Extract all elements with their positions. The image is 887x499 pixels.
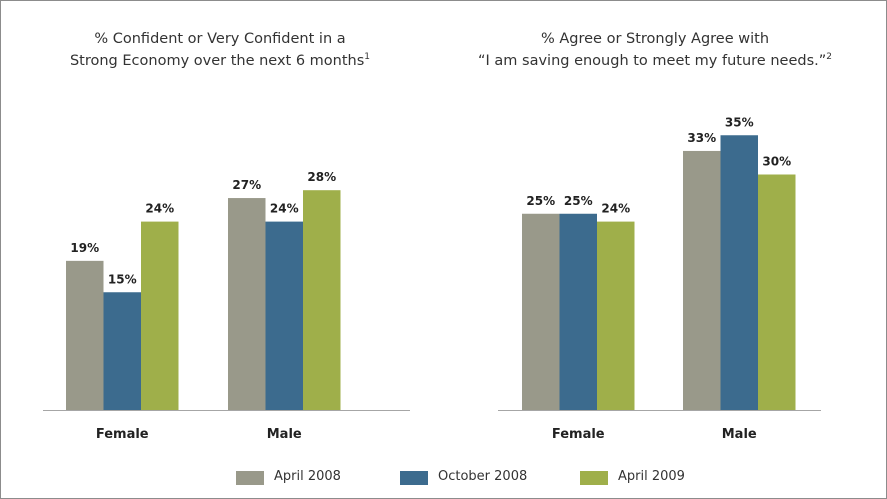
chart-title-line-2: “I am saving enough to meet my future ne… [455,50,855,72]
x-tick-label: Male [722,427,757,442]
bar-female-april-2009 [597,221,635,410]
legend-item-october-2008: October 2008 [400,468,560,488]
chart-panel-2: 25% 25% 24% Female 33% 35% 30% Male [498,115,821,442]
legend-swatch-october-2008 [400,471,428,485]
bar-male-october-2008 [720,135,758,410]
data-label: 15% [108,272,137,286]
legend-swatch-april-2009 [580,471,608,485]
legend-label: October 2008 [438,469,528,484]
chart-panel-1: 19% 15% 24% Female 27% 24% 28% Male [43,170,410,442]
data-label: 25% [564,194,593,208]
bar-male-april-2008 [228,198,266,410]
data-label: 27% [232,178,261,192]
chart-title-economy-confidence: % Confident or Very Confident in a Stron… [20,28,420,72]
chart-title-saving-enough: % Agree or Strongly Agree with “I am sav… [455,28,855,72]
legend-item-april-2008: April 2008 [236,468,376,488]
data-label: 24% [601,202,630,216]
bar-male-april-2009 [303,190,341,410]
data-label: 33% [687,131,716,145]
data-label: 25% [526,194,555,208]
x-tick-label: Female [552,427,605,442]
x-tick-label: Male [267,427,302,442]
legend-label: April 2009 [618,469,685,484]
bar-male-october-2008 [265,221,303,410]
legend-label: April 2008 [274,469,341,484]
bar-female-april-2009 [141,221,179,410]
bar-female-april-2008 [66,260,104,410]
chart-title-line-1: % Agree or Strongly Agree with [540,31,770,47]
chart-title-line-2: Strong Economy over the next 6 months1 [20,50,420,72]
bar-female-october-2008 [103,292,141,410]
data-label: 35% [725,115,754,129]
data-label: 19% [70,241,99,255]
data-label: 24% [145,202,174,216]
chart-title-line-2-text: Strong Economy over the next 6 months [69,53,365,69]
footnote-marker: 2 [826,52,832,62]
chart-title-line-2-text: “I am saving enough to meet my future ne… [478,53,827,69]
footnote-marker: 1 [364,52,371,62]
chart-title-line-1: % Confident or Very Confident in a [94,31,346,47]
bar-female-october-2008 [559,213,597,410]
bar-male-april-2008 [683,150,721,410]
data-label: 30% [762,155,791,169]
legend-swatch-april-2008 [236,471,264,485]
bar-female-april-2008 [522,213,560,410]
data-label: 24% [270,202,299,216]
legend-item-april-2009: April 2009 [580,468,720,488]
data-label: 28% [307,170,336,184]
x-tick-label: Female [96,427,149,442]
bar-male-april-2009 [758,174,796,410]
